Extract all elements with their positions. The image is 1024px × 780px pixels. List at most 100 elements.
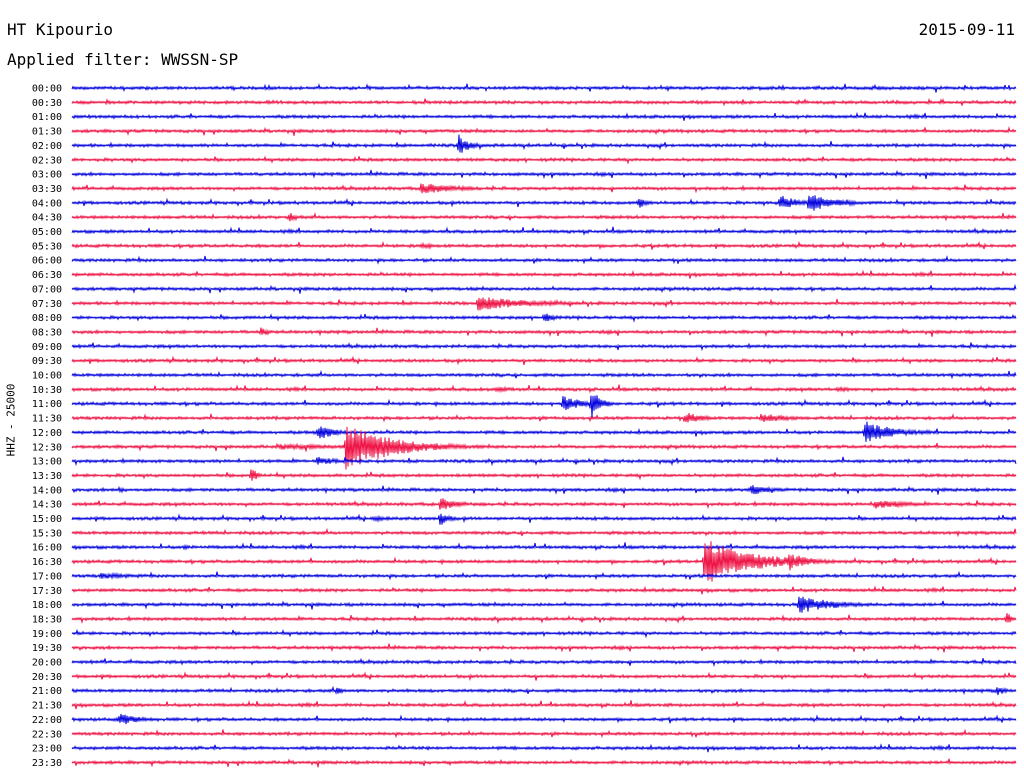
station-name: HT Kipourio [7, 20, 113, 39]
trace-row-1800 [71, 596, 1017, 613]
row-time-label: 09:00 [32, 342, 62, 353]
row-time-label: 04:30 [32, 213, 62, 224]
row-time-label: 15:00 [32, 514, 62, 525]
row-time-label: 23:30 [32, 758, 62, 769]
row-time-label: 00:00 [32, 84, 62, 95]
row-time-label: 13:30 [32, 471, 62, 482]
row-time-label: 01:00 [32, 112, 62, 123]
row-time-label: 07:00 [32, 284, 62, 295]
row-time-label: 18:00 [32, 600, 62, 611]
trace-row-1530 [71, 527, 1017, 538]
trace-row-0400 [71, 195, 1017, 211]
trace-row-0000 [71, 83, 1017, 93]
trace-row-2100 [71, 685, 1017, 696]
row-time-label: 06:30 [32, 270, 62, 281]
trace-row-2330 [71, 758, 1017, 768]
row-time-label: 05:30 [32, 241, 62, 252]
trace-row-0830 [71, 327, 1017, 337]
row-time-label: 09:30 [32, 356, 62, 367]
trace-row-2200 [71, 713, 1017, 725]
row-time-label: 10:00 [32, 371, 62, 382]
row-time-label: 13:00 [32, 457, 62, 468]
row-time-label: 21:30 [32, 701, 62, 712]
trace-row-1930 [71, 643, 1017, 653]
trace-row-1630 [71, 541, 1017, 582]
trace-row-1500 [71, 513, 1017, 525]
row-time-label: 21:00 [32, 686, 62, 697]
trace-row-1430 [71, 498, 1017, 510]
row-time-label: 00:30 [32, 98, 62, 109]
row-time-label: 17:30 [32, 586, 62, 597]
trace-row-1900 [71, 628, 1017, 639]
record-date: 2015-09-11 [918, 20, 1015, 39]
trace-row-1400 [71, 485, 1017, 495]
row-time-label: 23:00 [32, 744, 62, 755]
row-time-label: 14:30 [32, 500, 62, 511]
row-time-label: 12:00 [32, 428, 62, 439]
row-time-label: 11:30 [32, 414, 62, 425]
trace-row-0530 [71, 240, 1017, 250]
row-time-label: 20:30 [32, 672, 62, 683]
trace-row-0300 [71, 169, 1017, 180]
row-time-label: 02:30 [32, 155, 62, 166]
trace-row-1100 [71, 395, 1017, 418]
trace-row-1000 [71, 369, 1017, 380]
row-time-label: 03:00 [32, 170, 62, 181]
row-time-label: 08:00 [32, 313, 62, 324]
row-time-label: 01:30 [32, 127, 62, 138]
trace-row-0600 [71, 255, 1017, 265]
trace-row-0030 [71, 97, 1017, 107]
trace-row-1730 [71, 585, 1017, 595]
row-time-label: 16:00 [32, 543, 62, 554]
row-time-label: 06:00 [32, 256, 62, 267]
row-time-label: 20:00 [32, 658, 62, 669]
row-time-label: 17:00 [32, 571, 62, 582]
trace-row-2030 [71, 671, 1017, 682]
row-time-label: 05:00 [32, 227, 62, 238]
trace-row-1600 [71, 542, 1017, 552]
row-time-label: 16:30 [32, 557, 62, 568]
trace-row-0700 [71, 283, 1017, 294]
trace-row-0730 [71, 297, 1017, 311]
trace-row-0200 [71, 134, 1017, 153]
row-time-label: 12:30 [32, 442, 62, 453]
trace-row-2300 [71, 743, 1017, 753]
trace-row-0500 [71, 226, 1017, 236]
row-time-label: 04:00 [32, 198, 62, 209]
row-time-label: 22:00 [32, 715, 62, 726]
trace-row-0900 [71, 342, 1017, 352]
trace-row-0800 [71, 313, 1017, 323]
row-time-label: 14:00 [32, 485, 62, 496]
trace-row-2130 [71, 700, 1017, 710]
trace-row-1030 [71, 384, 1017, 394]
row-time-label: 03:30 [32, 184, 62, 195]
trace-row-1230 [71, 426, 1017, 470]
trace-row-2230 [71, 728, 1017, 739]
row-time-label: 08:30 [32, 327, 62, 338]
row-time-label: 15:30 [32, 528, 62, 539]
filter-label: Applied filter: WWSSN-SP [7, 50, 239, 69]
trace-row-0100 [71, 111, 1017, 121]
trace-row-1300 [71, 456, 1017, 467]
row-time-label: 10:30 [32, 385, 62, 396]
trace-row-0330 [71, 183, 1017, 194]
row-time-label: 07:30 [32, 299, 62, 310]
trace-row-1330 [71, 469, 1017, 481]
row-time-label: 19:00 [32, 629, 62, 640]
trace-row-1130 [71, 412, 1017, 423]
trace-row-0230 [71, 155, 1017, 165]
row-time-label: 18:30 [32, 614, 62, 625]
trace-row-0630 [71, 269, 1017, 279]
trace-row-2000 [71, 657, 1017, 667]
trace-row-1830 [71, 613, 1017, 625]
trace-row-1700 [71, 570, 1017, 581]
trace-row-0430 [71, 212, 1017, 222]
trace-row-0130 [71, 126, 1017, 137]
row-time-label: 11:00 [32, 399, 62, 410]
trace-row-1200 [71, 421, 1017, 442]
trace-row-0930 [71, 355, 1017, 366]
row-time-label: 22:30 [32, 729, 62, 740]
row-time-label: 19:30 [32, 643, 62, 654]
row-time-label: 02:00 [32, 141, 62, 152]
